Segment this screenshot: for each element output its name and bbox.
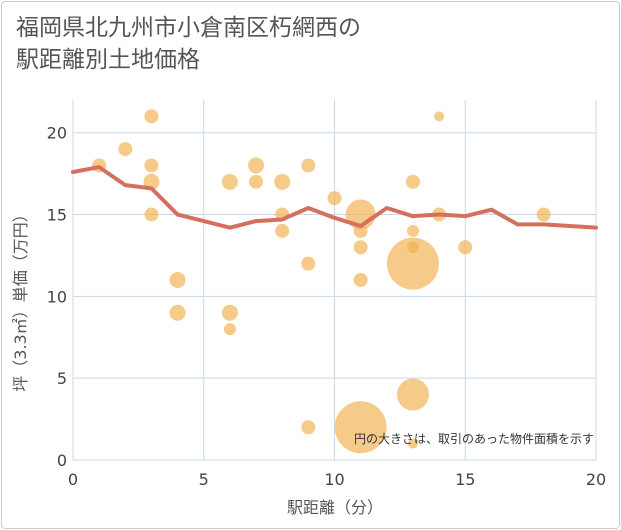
bubble-31 bbox=[434, 111, 445, 122]
y-tick-label-4: 20 bbox=[47, 124, 67, 143]
bubble-10 bbox=[223, 323, 236, 336]
grid-lines bbox=[72, 100, 597, 461]
bubble-18 bbox=[301, 420, 316, 435]
bubble-17 bbox=[301, 256, 316, 271]
bubble-7 bbox=[169, 304, 186, 321]
bubble-22 bbox=[353, 240, 368, 255]
bubble-2 bbox=[144, 109, 159, 124]
bubble-8 bbox=[221, 173, 238, 190]
x-tick-label-2: 10 bbox=[324, 470, 344, 489]
bubble-1 bbox=[118, 142, 133, 157]
x-axis-ticks: 0 5 10 15 20 bbox=[68, 470, 606, 489]
average-price-line-0 bbox=[71, 165, 598, 230]
x-axis-label: 駅距離（分） bbox=[287, 498, 383, 517]
bubble-9 bbox=[221, 304, 238, 321]
bubble-24 bbox=[334, 401, 387, 454]
bubble-34 bbox=[536, 207, 551, 222]
average-line-group bbox=[71, 165, 598, 230]
y-axis-ticks: 0 5 10 15 20 bbox=[47, 124, 67, 470]
y-axis-label: 坪（3.3㎡）単価（万円） bbox=[11, 206, 30, 391]
bubble-13 bbox=[274, 173, 291, 190]
bubble-12 bbox=[249, 174, 264, 189]
bubble-33 bbox=[458, 240, 473, 255]
bubbles bbox=[92, 109, 551, 454]
bubble-15 bbox=[275, 223, 290, 238]
bubble-size-note: 円の大きさは、取引のあった物件面積を示す bbox=[354, 431, 594, 446]
bubble-11 bbox=[248, 157, 265, 174]
bubble-28 bbox=[386, 237, 439, 290]
y-tick-label-1: 5 bbox=[57, 369, 67, 388]
bubble-3 bbox=[144, 158, 159, 173]
bubble-5 bbox=[144, 207, 159, 222]
bubble-16 bbox=[301, 158, 316, 173]
bubble-19 bbox=[327, 191, 342, 206]
x-tick-label-0: 0 bbox=[68, 470, 78, 489]
bubble-6 bbox=[169, 272, 186, 288]
x-tick-label-1: 5 bbox=[199, 470, 209, 489]
bubble-29 bbox=[396, 378, 429, 411]
bubble-30 bbox=[407, 438, 418, 449]
bubble-4 bbox=[143, 173, 160, 190]
chart-title-line-1: 福岡県北九州市小倉南区朽網西の bbox=[16, 15, 361, 41]
chart-title-line-2: 駅距離別土地価格 bbox=[16, 47, 200, 73]
bubble-26 bbox=[406, 224, 419, 237]
x-tick-label-4: 20 bbox=[586, 470, 606, 489]
y-tick-label-3: 15 bbox=[47, 206, 67, 225]
bubble-23 bbox=[353, 273, 368, 287]
chart-title: 福岡県北九州市小倉南区朽網西の 駅距離別土地価格 bbox=[16, 12, 361, 76]
x-tick-label-3: 15 bbox=[455, 470, 475, 489]
bubble-21 bbox=[353, 223, 368, 238]
bubble-25 bbox=[405, 174, 420, 189]
y-tick-label-2: 10 bbox=[47, 287, 67, 306]
y-tick-label-0: 0 bbox=[57, 451, 67, 470]
